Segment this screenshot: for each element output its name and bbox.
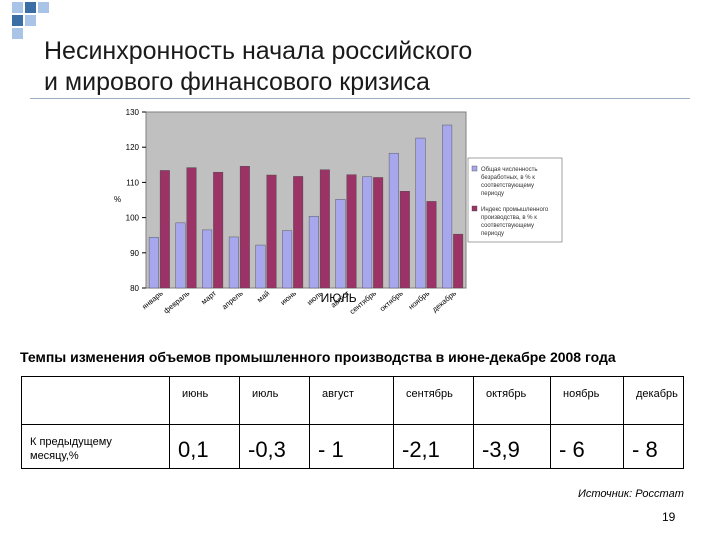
table-value-cell: -3,9 (473, 424, 551, 469)
bar (293, 176, 304, 289)
bar (415, 137, 426, 289)
bar (255, 244, 266, 289)
title-divider (30, 98, 690, 99)
bar (159, 170, 170, 289)
table-value-cell: - 6 (550, 424, 624, 469)
title-line-1: Несинхронность начала российского (44, 37, 473, 65)
table-header-cell: декабрь (623, 376, 684, 425)
x-tick-label: ноябрь (407, 289, 432, 312)
y-tick-label: 130 (126, 108, 140, 117)
y-tick-label: 80 (130, 284, 139, 293)
x-tick-label: октябрь (378, 289, 405, 314)
legend-swatch (471, 205, 478, 212)
source-note: Источник: Росстат (578, 488, 684, 500)
bar (213, 171, 224, 289)
table-subtitle: Темпы изменения объемов промышленного пр… (20, 349, 616, 365)
bar (442, 124, 453, 289)
table-header-cell: август (309, 376, 394, 425)
y-tick-label: 90 (130, 249, 139, 258)
title-line-2: и мирового финансового кризиса (44, 68, 430, 96)
table-header-cell: сентябрь (393, 376, 474, 425)
bar (346, 174, 357, 289)
chart-annotation: ИЮЛЬ (321, 291, 357, 305)
bar (228, 236, 239, 289)
table-row-label: К предыдущему месяцу,% (21, 424, 170, 469)
decor-square (12, 28, 23, 39)
table-header-cell: июль (239, 376, 310, 425)
y-tick-label: 100 (126, 214, 140, 223)
y-axis-label: % (114, 195, 121, 204)
production-table: июнь июль август сентябрь октябрь ноябрь… (21, 376, 684, 469)
bar (319, 169, 330, 289)
table-value-cell: -0,3 (239, 424, 310, 469)
bar (362, 176, 373, 289)
legend-label: Общая численность безработных, в % к соотв… (481, 167, 537, 197)
x-tick-label: январь (140, 289, 165, 312)
x-tick-label: февраль (162, 289, 192, 316)
decor-square (12, 15, 23, 26)
slide-title: Несинхронность начала российского и миро… (44, 36, 684, 98)
bar (175, 222, 186, 289)
table-corner-cell (21, 376, 170, 425)
bar (399, 190, 410, 289)
plot-area (145, 111, 467, 289)
decor-square (25, 2, 36, 13)
table-value-cell: -2,1 (393, 424, 474, 469)
page-number: 19 (662, 510, 676, 524)
bar (239, 166, 250, 289)
y-tick-label: 120 (126, 143, 140, 152)
bar (308, 215, 319, 289)
x-tick-label: апрель (220, 289, 245, 312)
table-header-cell: ноябрь (550, 376, 624, 425)
bar (453, 233, 464, 289)
bar (148, 237, 159, 289)
x-tick-label: июнь (278, 289, 298, 307)
table-value-cell: - 8 (623, 424, 684, 469)
bar (202, 229, 213, 289)
table-value-cell: 0,1 (169, 424, 240, 469)
decor-square (38, 2, 49, 13)
bar (388, 152, 399, 289)
x-tick-label: март (199, 288, 218, 306)
bar (186, 167, 197, 289)
bar (266, 174, 277, 289)
decor-square (12, 2, 23, 13)
x-tick-label: май (255, 289, 271, 305)
table-header-cell: июнь (169, 376, 240, 425)
x-tick-label: декабрь (430, 289, 458, 314)
table-header-cell: октябрь (473, 376, 551, 425)
bar (426, 201, 437, 289)
bar (373, 177, 384, 289)
bar (282, 230, 293, 289)
table-value-cell: - 1 (309, 424, 394, 469)
decor-square (25, 15, 36, 26)
bar (335, 199, 346, 289)
legend-swatch (471, 165, 478, 172)
table-header-row: июнь июль август сентябрь октябрь ноябрь… (21, 376, 684, 425)
y-tick-label: 110 (126, 178, 139, 187)
legend-box (467, 157, 563, 243)
table-value-row: К предыдущему месяцу,% 0,1 -0,3 - 1 -2,1… (21, 424, 684, 469)
